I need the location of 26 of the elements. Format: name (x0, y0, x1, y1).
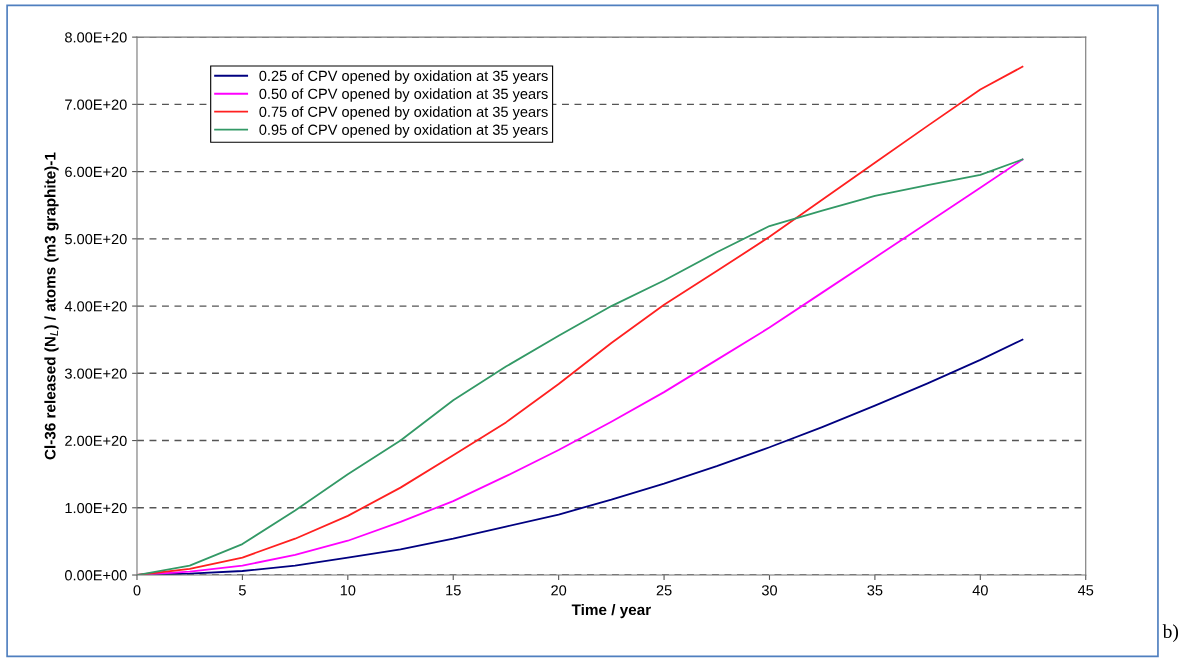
y-tick-label: 5.00E+20 (65, 233, 127, 245)
text: b) (1162, 624, 1179, 642)
x-tick-label: 45 (1077, 585, 1094, 596)
y-tick-label: 7.00E+20 (65, 99, 127, 110)
legend-label: 0.95 of CPV opened by oxidation at 35 years (259, 124, 548, 138)
y-tick-label: 6.00E+20 (65, 166, 127, 178)
x-axis-title: Time / year (571, 603, 651, 619)
y-tick-label: 3.00E+20 (64, 368, 127, 379)
y-tick-label: 2.00E+20 (65, 435, 127, 446)
y-axis-title: Cl-36 released (N$_{L}$) / atoms (m3 graphite)-1 (44, 152, 59, 460)
x-tick-label: 0 (133, 585, 141, 596)
legend-label: 0.50 of CPV opened by oxidation at 35 years (259, 88, 548, 102)
y-tick-label: 8.00E+20 (65, 32, 127, 43)
x-tick-label: 10 (340, 585, 356, 596)
x-tick-label: 15 (446, 585, 461, 596)
x-tick-label: 30 (761, 585, 778, 596)
x-tick-label: 5 (238, 585, 246, 596)
legend-label: 0.75 of CPV opened by oxidation at 35 years (259, 106, 548, 120)
y-tick-label: 1.00E+20 (65, 502, 127, 514)
x-tick-label: 25 (656, 585, 672, 596)
legend-label: 0.25 of CPV opened by oxidation at 35 years (259, 70, 548, 84)
x-tick-label: 40 (972, 585, 988, 596)
y-tick-label: 0.00E+00 (64, 570, 127, 581)
y-tick-label: 4.00E+20 (64, 301, 127, 312)
x-tick-label: 35 (867, 585, 883, 596)
x-tick-label: 20 (551, 585, 567, 596)
